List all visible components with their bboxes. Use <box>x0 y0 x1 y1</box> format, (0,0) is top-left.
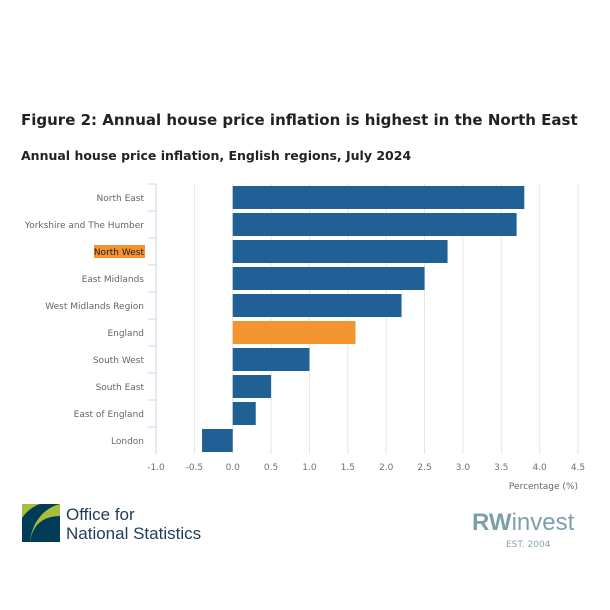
bar-london <box>202 429 233 452</box>
x-tick-label: 4.5 <box>571 463 585 473</box>
rw-bold: RW <box>472 509 512 536</box>
y-tick-label: South East <box>96 383 145 393</box>
bar-east-midlands <box>232 267 425 290</box>
y-tick-label: North West <box>94 248 145 258</box>
x-tick-label: 1.5 <box>341 463 355 473</box>
bar-south-west <box>232 348 310 371</box>
y-tick-label: South West <box>93 356 145 366</box>
y-tick-label: East Midlands <box>82 275 145 285</box>
x-tick-label: 2.5 <box>417 463 431 473</box>
ons-line2: National Statistics <box>66 524 202 543</box>
y-tick-label: London <box>111 437 144 447</box>
bar-east-of-england <box>232 402 256 425</box>
y-tick-label: West Midlands Region <box>45 302 144 312</box>
x-tick-label: 4.0 <box>532 463 547 473</box>
ons-line1: Office for <box>66 505 135 524</box>
bar-north-east <box>232 186 525 209</box>
label-highlight <box>94 245 145 258</box>
y-tick-label: East of England <box>74 410 144 420</box>
bar-yorkshire-and-the-humber <box>232 213 517 236</box>
x-axis-label: Percentage (%) <box>509 482 578 492</box>
rw-rest: invest <box>511 509 575 536</box>
bar-england <box>232 321 356 344</box>
chart-title: Figure 2: Annual house price inflation i… <box>21 111 578 129</box>
rwinvest-est: EST. 2004 <box>506 540 551 550</box>
ons-logo-icon <box>22 504 60 542</box>
x-tick-label: -1.0 <box>147 463 165 473</box>
x-tick-label: 1.0 <box>302 463 317 473</box>
y-tick-label: England <box>107 329 144 339</box>
x-tick-label: 3.5 <box>494 463 508 473</box>
y-tick-label: Yorkshire and The Humber <box>24 221 144 231</box>
chart-subtitle: Annual house price inflation, English re… <box>21 148 412 163</box>
y-tick-label: North East <box>97 194 145 204</box>
bar-west-midlands-region <box>232 294 402 317</box>
x-tick-label: 0.5 <box>264 463 278 473</box>
rwinvest-logo: RWinvest <box>472 509 574 537</box>
x-tick-label: 2.0 <box>379 463 394 473</box>
x-tick-label: -0.5 <box>186 463 204 473</box>
bar-south-east <box>232 375 272 398</box>
x-tick-label: 3.0 <box>456 463 471 473</box>
ons-logo-text: Office for National Statistics <box>66 505 201 543</box>
bar-north-west <box>232 240 448 263</box>
x-tick-label: 0.0 <box>226 463 241 473</box>
